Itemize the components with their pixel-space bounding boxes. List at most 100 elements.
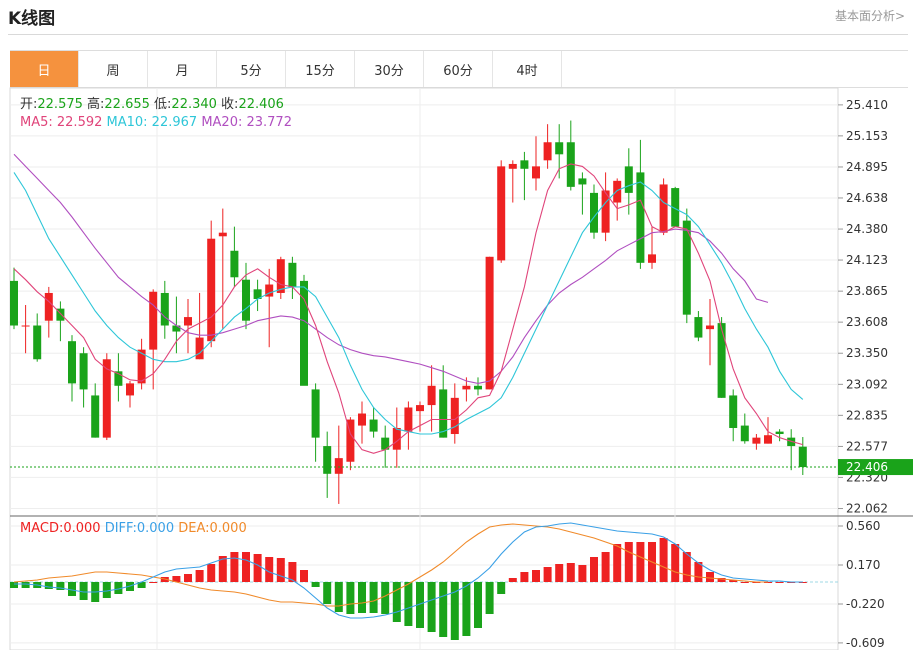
tab-7[interactable]: 4时 [493, 51, 562, 87]
tab-4[interactable]: 15分 [286, 51, 355, 87]
macd-bar [613, 544, 622, 582]
tab-2[interactable]: 月 [148, 51, 217, 87]
candle-body [624, 166, 633, 193]
price-tick-label: 24.123 [846, 253, 888, 267]
candle-body [137, 349, 146, 384]
dea-line [13, 523, 768, 607]
close-value: 22.406 [238, 97, 284, 112]
candle-body [752, 437, 761, 444]
candle-body [601, 190, 610, 233]
macd-bar [288, 562, 297, 582]
macd-bar [358, 582, 366, 613]
macd-bar [79, 582, 88, 600]
ma5-line [13, 163, 803, 454]
diff-line [14, 522, 803, 619]
macd-bar [184, 574, 192, 582]
macd-bar [369, 582, 378, 613]
tab-0[interactable]: 日 [10, 51, 79, 87]
candle-body [265, 284, 274, 297]
price-tick-label: 23.092 [846, 377, 888, 391]
candle-body [416, 405, 424, 412]
price-tick-label: 22.577 [846, 439, 888, 453]
macd-bar [578, 565, 587, 582]
macd-bar [485, 582, 494, 614]
macd-tick-label: -0.609 [846, 636, 885, 650]
macd-bar [230, 552, 239, 582]
macd-bar [566, 563, 575, 582]
price-tick-label: 23.865 [846, 284, 888, 298]
candle-body [184, 317, 192, 326]
macd-bar [775, 582, 784, 583]
macd-bar [276, 558, 285, 582]
candle-body [474, 385, 482, 390]
price-tick-label: 22.062 [846, 502, 888, 516]
candle-body [392, 427, 401, 450]
macd-bar [601, 552, 610, 582]
macd-bar [323, 582, 332, 604]
macd-bar [532, 570, 540, 582]
open-label: 开: [20, 97, 37, 112]
macd-bar [346, 582, 355, 614]
price-tick-label: 25.410 [846, 98, 888, 112]
macd-bar [381, 582, 390, 614]
price-tick-label: 23.350 [846, 346, 888, 360]
price-tick-label: 24.380 [846, 222, 888, 236]
tab-3[interactable]: 5分 [217, 51, 286, 87]
macd-bar [114, 582, 123, 594]
candle-body [33, 325, 42, 360]
price-tick-label: 24.638 [846, 191, 888, 205]
candle-body [230, 250, 239, 278]
macd-bar [508, 578, 517, 582]
tab-5[interactable]: 30分 [355, 51, 424, 87]
macd-bar [636, 542, 645, 582]
tab-6[interactable]: 60分 [424, 51, 493, 87]
candle-body [21, 325, 30, 327]
macd-bar [242, 552, 250, 582]
macd-bar [265, 557, 274, 582]
candle-body [485, 256, 494, 390]
macd-bar [253, 554, 262, 582]
candle-body [497, 166, 506, 261]
candle-body [427, 385, 436, 406]
candle-body [508, 163, 517, 169]
candle-body [334, 458, 343, 474]
macd-bar [543, 567, 552, 582]
candle-body [149, 291, 158, 350]
legend-row: 开:22.575 高:22.655 低:22.340 收:22.406 [20, 96, 284, 112]
candle-body [439, 389, 448, 438]
macd-bar [450, 582, 459, 640]
macd-bar [462, 582, 471, 636]
candle-body [764, 435, 772, 444]
macd-bar [682, 552, 691, 582]
price-tick-label: 22.835 [846, 408, 888, 422]
candle-body [346, 419, 355, 462]
macd-bar [404, 582, 413, 626]
ma20-legend: MA20: 23.772 [197, 115, 292, 130]
price-tick-label: 23.608 [846, 315, 888, 329]
last-price-tag [838, 459, 913, 476]
macd-bar [590, 557, 598, 582]
macd-bar [706, 572, 714, 582]
price-tick-label: 24.895 [846, 160, 888, 174]
fundamental-analysis-link[interactable]: 基本面分析> [834, 9, 905, 23]
macd-bar [474, 582, 482, 628]
macd-legend: MACD:0.000 [20, 521, 101, 536]
macd-bar [149, 582, 158, 583]
candle-body [172, 325, 181, 332]
macd-bar [10, 582, 18, 588]
tab-1[interactable]: 周 [79, 51, 148, 87]
macd-bar [497, 582, 506, 594]
macd-bar [624, 542, 633, 582]
candle-body [450, 397, 459, 435]
candle-body [114, 371, 123, 386]
macd-bar [416, 582, 424, 628]
candle-body [729, 395, 738, 428]
macd-bar [520, 572, 529, 582]
macd-bar [56, 582, 65, 590]
candle-body [242, 279, 250, 321]
dea-legend: DEA:0.000 [174, 521, 247, 536]
price-tick-label: 25.153 [846, 129, 888, 143]
candle-body [717, 323, 726, 398]
candle-body [578, 178, 587, 185]
